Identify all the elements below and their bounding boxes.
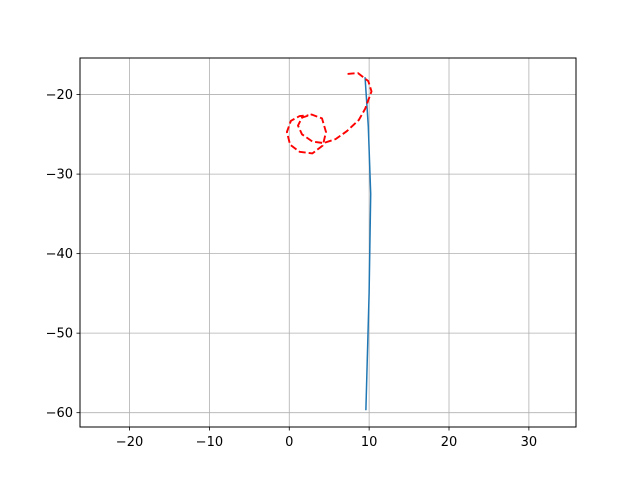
data-series [285,72,373,411]
x-tick-label: 10 [361,435,378,450]
y-tick-label: −60 [46,406,73,421]
x-tick-label: 20 [441,435,458,450]
series-line-solid [364,77,372,411]
y-axis: −20 −30 −40 −50 −60 [46,88,80,421]
y-tick-label: −20 [46,88,73,103]
series-line-dashed [285,72,373,155]
x-tick-label: 30 [521,435,538,450]
y-tick-label: −40 [46,247,73,262]
x-tick-label: −10 [196,435,223,450]
plot-area [80,58,576,427]
y-tick-label: −50 [46,327,73,342]
grid-lines [80,58,576,427]
y-tick-label: −30 [46,168,73,183]
x-axis: −20 −10 0 10 20 30 [116,427,537,450]
plot-frame [79,57,577,428]
x-tick-label: 0 [285,435,293,450]
x-tick-label: −20 [116,435,143,450]
